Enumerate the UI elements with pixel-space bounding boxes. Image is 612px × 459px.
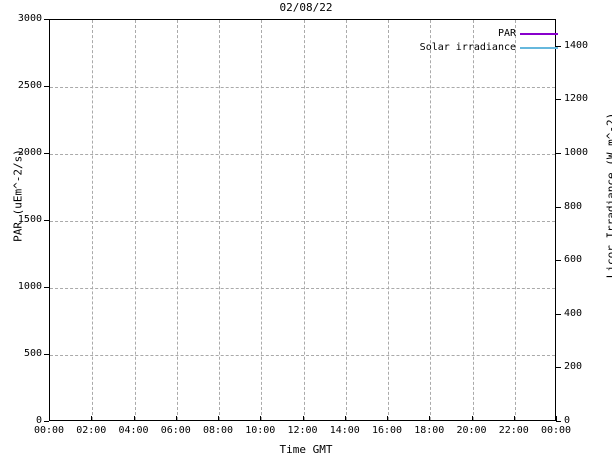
tick-mark-left — [44, 86, 49, 87]
legend-swatch-par-icon — [520, 33, 558, 35]
gridline-horizontal — [50, 87, 555, 88]
tick-mark-bottom — [260, 416, 262, 421]
tick-mark-right — [556, 206, 561, 208]
legend-item-solar-irradiance[interactable]: Solar irradiance — [398, 41, 558, 55]
tick-mark-left — [44, 354, 49, 355]
gridline-vertical — [261, 20, 263, 420]
plot-area — [49, 19, 556, 421]
tick-label-bottom: 08:00 — [202, 425, 234, 436]
chart-legend: PAR Solar irradiance — [398, 27, 558, 55]
gridline-vertical — [430, 20, 432, 420]
tick-mark-left — [44, 19, 49, 20]
legend-label-par: PAR — [497, 28, 516, 39]
tick-label-bottom: 04:00 — [118, 425, 149, 436]
bottom-axis-ticks — [0, 8, 612, 421]
tick-mark-right — [556, 313, 561, 315]
gridline-horizontal — [50, 221, 555, 222]
tick-label-left: 2000 — [17, 147, 42, 158]
tick-mark-right — [556, 153, 561, 154]
gridline-vertical — [472, 20, 474, 420]
tick-mark-bottom — [429, 416, 431, 421]
tick-mark-bottom — [471, 416, 473, 421]
gridline-horizontal — [50, 288, 555, 289]
tick-label-left: 1000 — [17, 281, 42, 292]
tick-mark-bottom — [91, 416, 93, 421]
tick-mark-bottom — [302, 416, 304, 421]
tick-label-left: 3000 — [17, 13, 42, 24]
gridline-vertical — [345, 20, 347, 420]
tick-mark-bottom — [344, 416, 346, 421]
tick-label-bottom: 18:00 — [414, 425, 445, 436]
y-axis-title-left: PAR (uEm^-2/s) — [11, 149, 25, 242]
x-axis-title: Time GMT — [279, 443, 333, 456]
tick-label-left: 2500 — [17, 80, 42, 91]
tick-label-bottom: 06:00 — [160, 425, 191, 436]
tick-label-left: 0 — [35, 415, 42, 426]
tick-mark-right — [556, 260, 561, 262]
tick-mark-left — [44, 287, 49, 288]
tick-mark-bottom — [133, 416, 135, 421]
right-axis-ticks — [0, 0, 612, 422]
tick-label-right: 600 — [564, 254, 583, 266]
tick-label-bottom: 00:00 — [540, 425, 572, 436]
tick-label-bottom: 14:00 — [329, 425, 360, 436]
tick-label-bottom: 00:00 — [33, 425, 65, 436]
tick-mark-right — [556, 367, 561, 369]
tick-label-right: 200 — [564, 361, 583, 373]
tick-label-bottom: 12:00 — [287, 425, 318, 436]
tick-label-bottom: 16:00 — [371, 425, 403, 436]
gridline-vertical — [303, 20, 305, 420]
tick-mark-left — [44, 421, 49, 422]
tick-mark-bottom — [49, 416, 50, 421]
tick-mark-bottom-minor — [0, 41, 1, 44]
tick-label-right: 1400 — [564, 39, 589, 51]
tick-mark-bottom — [513, 416, 515, 421]
tick-mark-right — [556, 99, 561, 101]
tick-mark-right — [556, 421, 561, 422]
tick-label-right: 1000 — [564, 147, 589, 158]
legend-swatch-solar-irradiance-icon — [520, 47, 558, 49]
tick-mark-right — [556, 45, 561, 47]
tick-label-right: 0 — [564, 415, 571, 426]
tick-mark-bottom — [218, 416, 219, 421]
tick-label-right: 400 — [564, 307, 583, 319]
tick-label-bottom: 22:00 — [498, 425, 529, 436]
tick-label-bottom: 20:00 — [456, 425, 487, 436]
gridline-vertical — [388, 20, 389, 420]
tick-mark-left — [44, 153, 49, 154]
gridline-vertical — [92, 20, 94, 420]
gridline-vertical — [514, 20, 516, 420]
tick-mark-left — [44, 220, 49, 221]
tick-mark-bottom — [556, 416, 557, 421]
tick-label-bottom: 02:00 — [76, 425, 107, 436]
legend-item-par[interactable]: PAR — [398, 27, 558, 41]
tick-label-right: 1200 — [564, 93, 589, 105]
gridline-vertical — [176, 20, 178, 420]
tick-mark-bottom — [175, 416, 177, 421]
tick-label-left: 500 — [23, 348, 42, 359]
gridline-horizontal — [50, 355, 555, 356]
tick-label-right: 800 — [564, 200, 583, 212]
tick-label-bottom: 10:00 — [245, 425, 276, 436]
gridline-vertical — [219, 20, 220, 420]
gridline-vertical — [134, 20, 136, 420]
chart-title: 02/08/22 — [279, 1, 333, 14]
y-axis-title-right: Licor Irradiance (W m^-2) — [604, 112, 612, 279]
legend-label-solar-irradiance: Solar irradiance — [419, 42, 516, 53]
tick-mark-bottom — [387, 416, 388, 421]
tick-label-left: 1500 — [17, 214, 42, 225]
gridline-horizontal — [50, 154, 555, 155]
